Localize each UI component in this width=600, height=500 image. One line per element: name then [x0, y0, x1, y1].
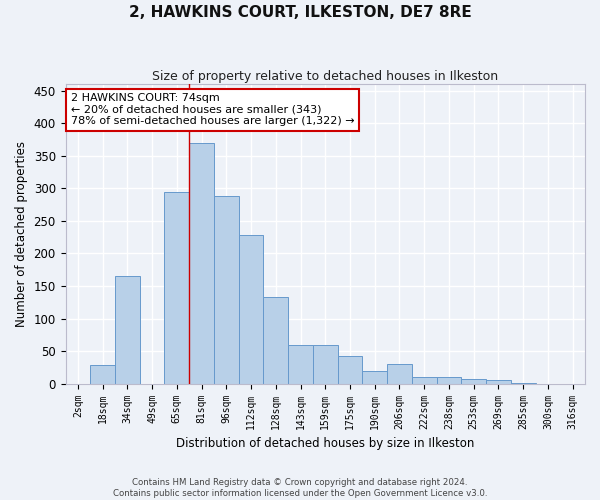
- Bar: [263, 297, 288, 384]
- Y-axis label: Number of detached properties: Number of detached properties: [15, 141, 28, 327]
- Bar: [387, 364, 412, 384]
- Bar: [214, 196, 239, 384]
- Title: Size of property relative to detached houses in Ilkeston: Size of property relative to detached ho…: [152, 70, 499, 83]
- Bar: [412, 377, 437, 384]
- Bar: [313, 344, 338, 384]
- Text: Contains HM Land Registry data © Crown copyright and database right 2024.
Contai: Contains HM Land Registry data © Crown c…: [113, 478, 487, 498]
- Bar: [189, 143, 214, 384]
- Bar: [90, 366, 115, 384]
- Bar: [239, 235, 263, 384]
- Bar: [511, 383, 536, 384]
- Bar: [437, 377, 461, 384]
- Text: 2, HAWKINS COURT, ILKESTON, DE7 8RE: 2, HAWKINS COURT, ILKESTON, DE7 8RE: [128, 5, 472, 20]
- Bar: [115, 276, 140, 384]
- Bar: [164, 192, 189, 384]
- Bar: [461, 379, 486, 384]
- Bar: [338, 356, 362, 384]
- Bar: [362, 370, 387, 384]
- X-axis label: Distribution of detached houses by size in Ilkeston: Distribution of detached houses by size …: [176, 437, 475, 450]
- Bar: [486, 380, 511, 384]
- Text: 2 HAWKINS COURT: 74sqm
← 20% of detached houses are smaller (343)
78% of semi-de: 2 HAWKINS COURT: 74sqm ← 20% of detached…: [71, 93, 355, 126]
- Bar: [288, 344, 313, 384]
